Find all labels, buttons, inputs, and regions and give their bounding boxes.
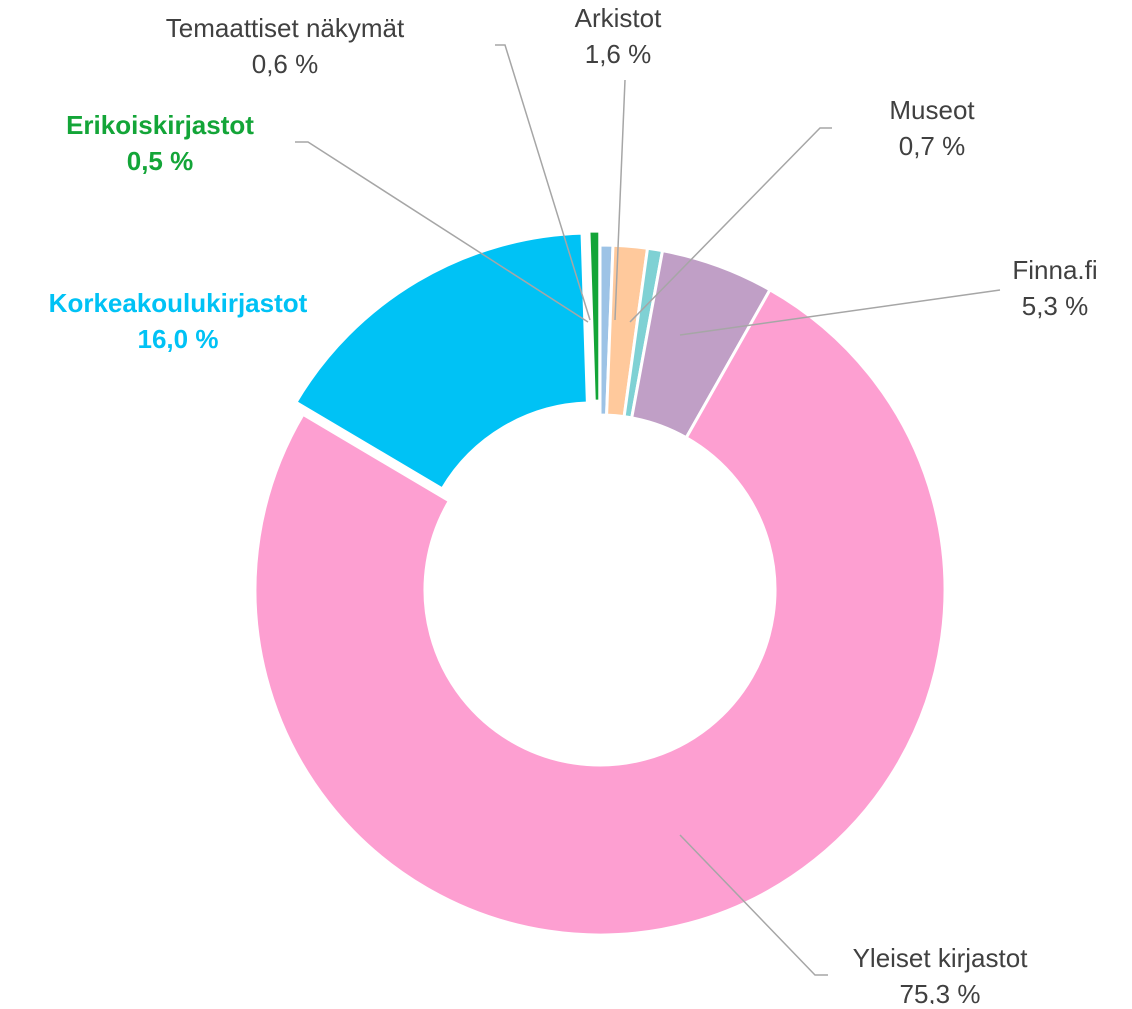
slice-value-label: 5,3 %	[1022, 291, 1089, 321]
slice-name-label: Arkistot	[575, 3, 662, 33]
leader-line	[629, 127, 832, 323]
slice-value-label: 0,7 %	[899, 131, 966, 161]
slice-value-label: 75,3 %	[900, 979, 981, 1004]
leader-line	[679, 834, 828, 976]
leader-line	[614, 79, 626, 321]
donut-slice	[293, 231, 589, 491]
leader-line	[679, 289, 1001, 336]
slice-name-label: Erikoiskirjastot	[66, 110, 254, 140]
slice-name-label: Temaattiset näkymät	[166, 13, 405, 43]
slice-value-label: 0,6 %	[252, 49, 319, 79]
leader-line	[295, 141, 589, 323]
slice-name-label: Finna.fi	[1012, 255, 1097, 285]
slice-name-label: Museot	[889, 95, 975, 125]
slice-value-label: 16,0 %	[138, 324, 219, 354]
donut-slice	[587, 229, 602, 403]
donut-slice	[253, 287, 947, 937]
slice-name-label: Yleiset kirjastot	[853, 943, 1029, 973]
slice-name-label: Korkeakoulukirjastot	[49, 288, 308, 318]
leader-line	[495, 44, 591, 321]
slice-value-label: 1,6 %	[585, 39, 652, 69]
slice-value-label: 0,5 %	[127, 146, 194, 176]
